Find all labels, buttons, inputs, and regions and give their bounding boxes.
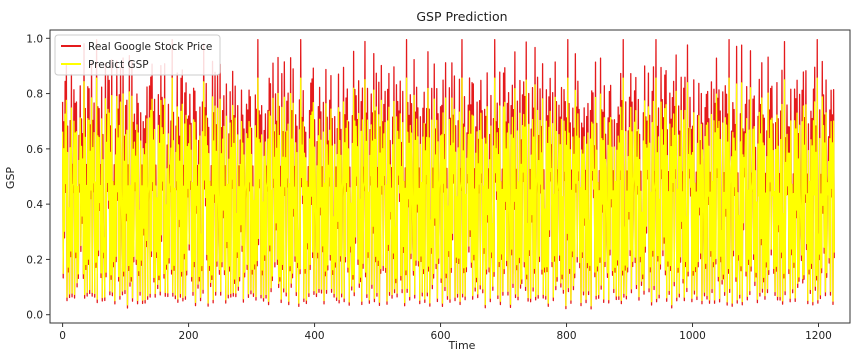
x-tick-label: 1000 [679, 330, 706, 342]
x-axis-label: Time [448, 339, 476, 352]
x-tick-label: 400 [305, 330, 325, 342]
y-axis: 0.0 0.2 0.4 0.6 0.8 1.0 [26, 33, 50, 322]
x-tick-label: 800 [557, 330, 577, 342]
x-tick-label: 600 [431, 330, 451, 342]
legend: Real Google Stock Price Predict GSP [54, 34, 221, 76]
y-axis-label: GSP [4, 167, 17, 190]
y-tick-label: 0.2 [26, 254, 43, 266]
y-tick-label: 0.4 [26, 199, 43, 211]
legend-label-predict: Predict GSP [88, 59, 149, 71]
y-tick-label: 0.6 [26, 144, 43, 156]
y-tick-label: 0.0 [26, 310, 43, 322]
plot-area [61, 39, 835, 310]
x-tick-label: 1200 [805, 330, 832, 342]
y-tick-label: 1.0 [26, 33, 43, 45]
x-axis: 0 200 400 600 800 1000 1200 [59, 323, 832, 342]
chart-title: GSP Prediction [416, 9, 507, 24]
legend-label-real: Real Google Stock Price [88, 41, 212, 53]
y-tick-label: 0.8 [26, 89, 43, 101]
plot-frame [49, 29, 851, 324]
legend-box [54, 34, 221, 76]
x-tick-label: 0 [59, 330, 66, 342]
x-tick-label: 200 [179, 330, 199, 342]
series-line-predict [61, 77, 835, 307]
